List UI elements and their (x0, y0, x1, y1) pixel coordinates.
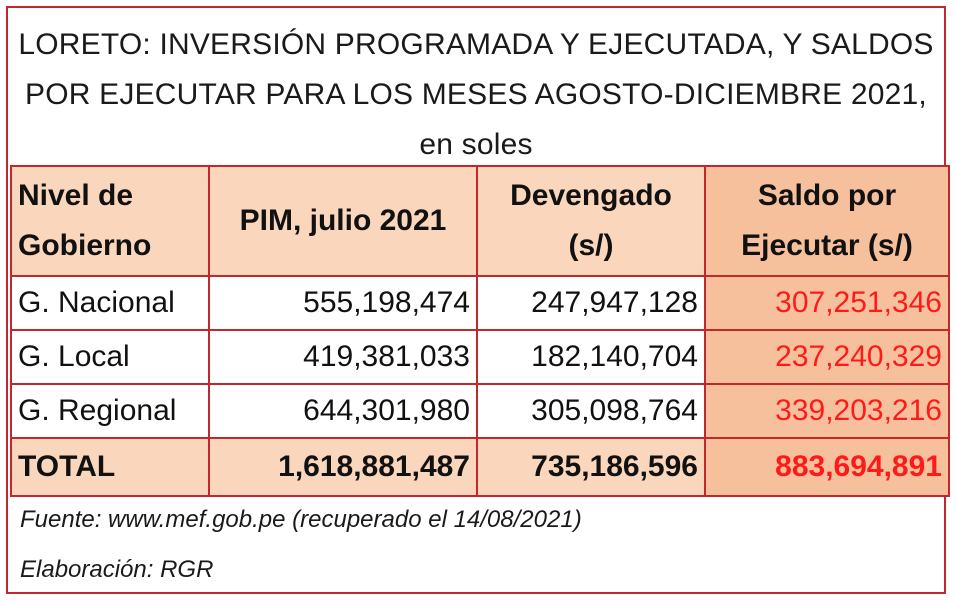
header-saldo: Saldo por Ejecutar (s/) (704, 165, 950, 277)
header-nivel-line-1: Nivel de (18, 179, 134, 212)
header-nivel-line-2: Gobierno (18, 229, 152, 262)
cell-nivel: G. Nacional (10, 275, 210, 331)
table-total-row: TOTAL 1,618,881,487 735,186,596 883,694,… (10, 437, 950, 497)
investment-table: Nivel de Gobierno PIM, julio 2021 Deveng… (10, 165, 950, 497)
header-saldo-line-2: Ejecutar (s/) (741, 229, 913, 262)
cell-devengado: 305,098,764 (476, 383, 706, 439)
source-note: Fuente: www.mef.gob.pe (recuperado el 14… (20, 506, 582, 533)
total-devengado: 735,186,596 (476, 437, 706, 497)
title-line-1: LORETO: INVERSIÓN PROGRAMADA Y EJECUTADA… (18, 28, 934, 61)
cell-nivel: G. Local (10, 329, 210, 385)
total-label: TOTAL (10, 437, 210, 497)
cell-saldo: 237,240,329 (704, 329, 950, 385)
title-line-3: en soles (419, 128, 533, 161)
table-row: G. Nacional 555,198,474 247,947,128 307,… (10, 275, 950, 331)
cell-pim: 644,301,980 (208, 383, 478, 439)
cell-devengado: 247,947,128 (476, 275, 706, 331)
header-pim: PIM, julio 2021 (208, 165, 478, 277)
cell-saldo: 307,251,346 (704, 275, 950, 331)
cell-nivel: G. Regional (10, 383, 210, 439)
cell-pim: 555,198,474 (208, 275, 478, 331)
document-frame: LORETO: INVERSIÓN PROGRAMADA Y EJECUTADA… (6, 6, 950, 594)
author-note: Elaboración: RGR (20, 556, 214, 583)
cell-pim: 419,381,033 (208, 329, 478, 385)
header-devengado: Devengado (s/) (476, 165, 706, 277)
header-devengado-line-1: Devengado (510, 179, 672, 212)
table-row: G. Local 419,381,033 182,140,704 237,240… (10, 329, 950, 385)
table-header-row: Nivel de Gobierno PIM, julio 2021 Deveng… (10, 165, 950, 277)
document-title: LORETO: INVERSIÓN PROGRAMADA Y EJECUTADA… (8, 20, 944, 170)
table-row: G. Regional 644,301,980 305,098,764 339,… (10, 383, 950, 439)
header-saldo-line-1: Saldo por (757, 179, 897, 212)
header-nivel: Nivel de Gobierno (10, 165, 210, 277)
title-line-2: POR EJECUTAR PARA LOS MESES AGOSTO-DICIE… (25, 78, 927, 111)
header-devengado-line-2: (s/) (568, 229, 614, 262)
cell-devengado: 182,140,704 (476, 329, 706, 385)
total-pim: 1,618,881,487 (208, 437, 478, 497)
total-saldo: 883,694,891 (704, 437, 950, 497)
cell-saldo: 339,203,216 (704, 383, 950, 439)
